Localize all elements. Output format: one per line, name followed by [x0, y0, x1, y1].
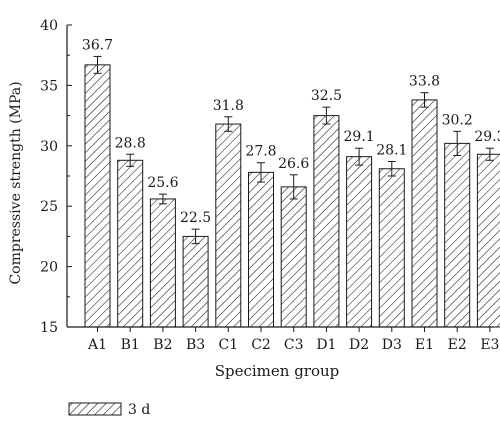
bar-E3 — [476, 153, 500, 328]
y-tick-label-30: 30 — [40, 139, 58, 155]
bar-D1 — [313, 115, 340, 328]
x-tick-label-E2: E2 — [448, 337, 467, 353]
bar-A1 — [84, 64, 111, 328]
x-tick-label-E3: E3 — [480, 337, 499, 353]
x-tick-label-A1: A1 — [87, 337, 107, 353]
y-tick-label-15: 15 — [40, 320, 58, 336]
error-bar-E2 — [453, 130, 462, 156]
x-tick-label-B3: B3 — [186, 337, 205, 353]
error-bar-B3 — [191, 228, 200, 245]
error-bars-layer — [93, 55, 494, 245]
legend-swatch — [68, 402, 122, 416]
x-tick-label-D3: D3 — [382, 337, 402, 353]
data-label-E2: 30.2 — [442, 112, 473, 128]
error-bar-A1 — [93, 55, 102, 74]
data-label-B2: 25.6 — [147, 175, 178, 191]
data-label-D2: 29.1 — [344, 129, 375, 145]
bar-C2 — [248, 171, 274, 328]
x-tick-label-C1: C1 — [218, 337, 238, 353]
y-tick-label-40: 40 — [40, 18, 58, 34]
error-bar-D3 — [387, 161, 396, 177]
bar-D3 — [378, 168, 405, 328]
error-bar-C2 — [257, 162, 265, 183]
legend: 3 d — [68, 402, 150, 418]
y-tick-label-20: 20 — [40, 260, 58, 276]
error-bar-C3 — [289, 174, 298, 200]
bar-E2 — [444, 142, 471, 328]
data-labels-layer: 36.7 28.8 25.6 22.5 31.8 27.826.6 32.5 29.128.1… — [82, 37, 500, 226]
x-tick-label-D2: D2 — [349, 337, 369, 353]
data-label-C2: 27.8 — [245, 144, 276, 160]
bar-E1 — [411, 99, 438, 328]
data-label-D3: 28.1 — [376, 143, 407, 159]
error-bar-E1 — [420, 92, 429, 108]
x-axis-title: Specimen group — [215, 362, 340, 380]
x-tick-label-C3: C3 — [284, 337, 304, 353]
error-bar-B2 — [158, 193, 167, 205]
data-label-D1: 32.5 — [311, 88, 342, 104]
data-label-E1: 33.8 — [409, 74, 440, 90]
error-bar-B1 — [126, 153, 135, 167]
bar-D2 — [346, 156, 373, 328]
bar-C3 — [280, 186, 307, 328]
error-bar-C1 — [224, 116, 233, 132]
bar-B1 — [117, 159, 144, 328]
error-bar-D2 — [355, 147, 364, 166]
bar-C1 — [215, 123, 242, 328]
y-tick-label-25: 25 — [40, 199, 58, 215]
error-bar-E3 — [485, 147, 494, 161]
bar-B3 — [182, 235, 209, 328]
y-tick-label-35: 35 — [40, 78, 58, 94]
data-label-A1: 36.7 — [82, 37, 113, 53]
error-bar-D1 — [322, 106, 331, 125]
x-tick-label-B1: B1 — [121, 337, 140, 353]
data-label-E3: 29.3 — [474, 129, 500, 145]
x-tick-label-D1: D1 — [316, 337, 336, 353]
x-tick-label-B2: B2 — [153, 337, 172, 353]
bars-layer — [84, 64, 500, 328]
bar-B2 — [149, 198, 176, 328]
y-axis-title: Compressive strength (MPa) — [8, 81, 24, 284]
data-label-C3: 26.6 — [278, 156, 309, 172]
data-label-B3: 22.5 — [180, 210, 211, 226]
axes-layer: 15 20 25 30 35 40 A1 B1 B2 B3 C1 C2 C3 D1 D2 D3 E1 E2 E3 — [40, 18, 499, 353]
x-tick-label-C2: C2 — [251, 337, 271, 353]
data-label-B1: 28.8 — [115, 135, 146, 151]
x-tick-label-E1: E1 — [415, 337, 434, 353]
legend-label: 3 d — [128, 402, 150, 418]
data-label-C1: 31.8 — [213, 98, 244, 114]
